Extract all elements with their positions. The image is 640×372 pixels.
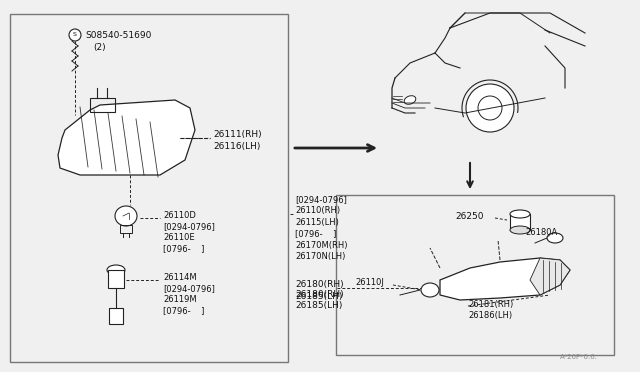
Text: A*26P*0.6.: A*26P*0.6. (560, 354, 598, 360)
Bar (109, 308, 123, 324)
Text: 26181(RH)
26186(LH): 26181(RH) 26186(LH) (468, 300, 513, 320)
Bar (90, 98, 115, 112)
Polygon shape (58, 100, 195, 175)
Text: 26180A: 26180A (525, 228, 557, 237)
Ellipse shape (115, 206, 137, 226)
Text: 26250: 26250 (455, 212, 483, 221)
Text: [0294-0796]
26110(RH)
26115(LH)
[0796-    ]
26170M(RH)
26170N(LH): [0294-0796] 26110(RH) 26115(LH) [0796- ]… (295, 195, 348, 261)
Circle shape (478, 96, 502, 120)
Text: S: S (73, 32, 77, 38)
Text: 26110D
[0294-0796]
26110E
[0796-    ]: 26110D [0294-0796] 26110E [0796- ] (163, 211, 215, 253)
Bar (336, 195, 614, 355)
Bar (108, 270, 124, 288)
Ellipse shape (510, 226, 530, 234)
Text: S08540-51690: S08540-51690 (85, 31, 152, 40)
Text: 26180(RH)
26185(LH): 26180(RH) 26185(LH) (295, 290, 344, 311)
Ellipse shape (404, 96, 416, 104)
Text: 26114M
[0294-0796]
26119M
[0796-    ]: 26114M [0294-0796] 26119M [0796- ] (163, 273, 215, 315)
Circle shape (466, 84, 514, 132)
Ellipse shape (510, 210, 530, 218)
Circle shape (69, 29, 81, 41)
Ellipse shape (107, 265, 125, 275)
Bar (120, 225, 132, 233)
Bar (10, 14, 288, 362)
Polygon shape (530, 258, 570, 295)
Bar (510, 214, 530, 230)
Text: (2): (2) (93, 43, 106, 52)
Ellipse shape (547, 233, 563, 243)
Text: 26110J: 26110J (355, 278, 384, 287)
Text: 26111(RH)
26116(LH): 26111(RH) 26116(LH) (213, 130, 262, 151)
Ellipse shape (421, 283, 439, 297)
Polygon shape (440, 258, 570, 300)
Text: 26180(RH)
26185(LH): 26180(RH) 26185(LH) (295, 280, 344, 301)
